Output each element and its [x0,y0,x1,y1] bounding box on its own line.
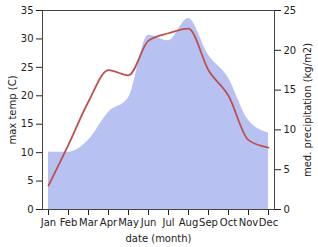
svg-text:date (month): date (month) [126,233,192,244]
svg-text:30: 30 [21,33,34,44]
svg-text:10: 10 [21,147,34,158]
svg-text:Jul: Jul [161,217,174,228]
svg-text:25: 25 [284,5,297,16]
svg-text:10: 10 [284,124,297,135]
svg-text:35: 35 [21,5,34,16]
svg-text:5: 5 [27,175,33,186]
svg-text:Oct: Oct [220,217,237,228]
svg-text:20: 20 [21,90,34,101]
svg-text:15: 15 [21,118,34,129]
svg-text:0: 0 [27,204,33,215]
svg-text:Feb: Feb [60,217,78,228]
svg-text:Dec: Dec [259,217,278,228]
svg-text:5: 5 [284,164,290,175]
svg-text:med. precipitation (kg/m2): med. precipitation (kg/m2) [302,43,313,177]
svg-text:Mar: Mar [79,217,99,228]
svg-text:Sep: Sep [199,217,218,228]
svg-text:Nov: Nov [239,217,259,228]
svg-text:15: 15 [284,84,297,95]
svg-text:Apr: Apr [100,217,118,228]
svg-text:Jan: Jan [40,217,56,228]
svg-text:May: May [118,217,139,228]
svg-text:20: 20 [284,45,297,56]
svg-text:Jun: Jun [140,217,157,228]
svg-text:Aug: Aug [179,217,199,228]
svg-text:max temp (C): max temp (C) [7,75,18,144]
svg-text:0: 0 [284,204,290,215]
svg-text:25: 25 [21,62,34,73]
